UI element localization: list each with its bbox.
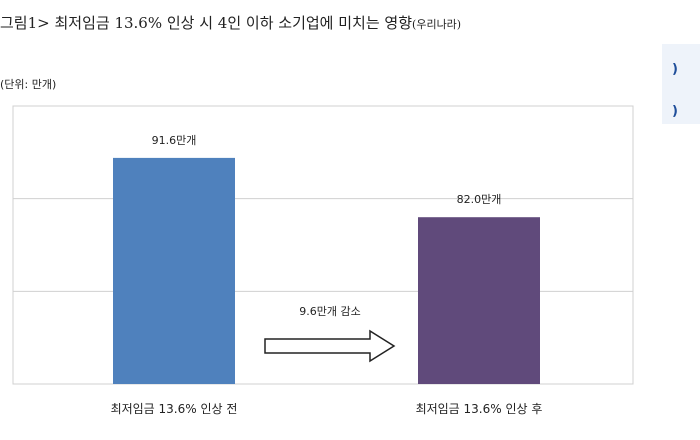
figure-title: 그림1> 최저임금 13.6% 인상 시 4인 이하 소기업에 미치는 영향(우… [0, 12, 640, 33]
decrease-arrow [264, 329, 396, 363]
side-mark-1: ) [672, 62, 678, 77]
decrease-annotation: 9.6만개 감소 [299, 305, 360, 318]
side-panel-edge [662, 44, 700, 124]
category-label-2: 최저임금 13.6% 인상 후 [416, 402, 543, 416]
bar-value-label-2: 82.0만개 [457, 193, 502, 206]
category-label-1: 최저임금 13.6% 인상 전 [111, 402, 238, 416]
bars [113, 157, 540, 384]
bar-1 [113, 157, 235, 384]
figure-title-source: (우리나라) [412, 18, 462, 31]
bar-value-label-1: 91.6만개 [152, 134, 197, 147]
unit-label: (단위: 만개) [0, 78, 57, 91]
figure-title-text: 그림1> 최저임금 13.6% 인상 시 4인 이하 소기업에 미치는 영향 [0, 14, 413, 32]
side-mark-2: ) [672, 104, 678, 119]
annotation-group: 9.6만개 감소 [264, 305, 396, 363]
bar-2 [418, 217, 540, 384]
